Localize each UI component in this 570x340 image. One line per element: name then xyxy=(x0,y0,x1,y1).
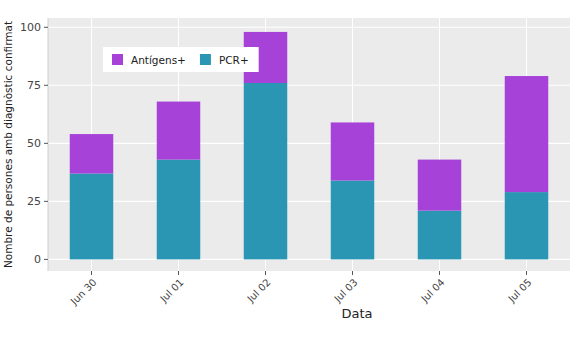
x-tick xyxy=(352,271,353,275)
bar-segment xyxy=(418,211,462,260)
y-grid-line xyxy=(48,27,570,28)
x-tick-label: Jul 04 xyxy=(418,277,446,305)
y-tick-label: 0 xyxy=(34,253,41,266)
y-tick-label: 50 xyxy=(27,137,41,150)
legend: Antígens+ PCR+ xyxy=(103,47,259,72)
bar-segment xyxy=(157,102,201,160)
bar-segment xyxy=(244,83,288,259)
x-tick xyxy=(91,271,92,275)
y-tick xyxy=(44,201,48,202)
x-tick-label: Jul 03 xyxy=(331,277,359,305)
plot-background xyxy=(48,18,570,271)
y-axis-line xyxy=(48,18,49,271)
bar-segment xyxy=(157,160,201,260)
y-tick-label: 75 xyxy=(27,79,41,92)
y-axis-title: Nombre de persones amb diagnòstic confir… xyxy=(2,21,14,268)
bar-segment xyxy=(418,160,462,211)
bar-segment xyxy=(70,134,114,173)
y-tick xyxy=(44,143,48,144)
bar-segment xyxy=(505,192,549,259)
y-grid-line xyxy=(48,85,570,86)
x-tick-label: Jun 30 xyxy=(68,277,99,308)
y-tick-label: 25 xyxy=(27,195,41,208)
bar-segment xyxy=(331,122,375,180)
x-axis-title: Data xyxy=(341,306,372,321)
y-tick-label: 100 xyxy=(20,21,41,34)
legend-box xyxy=(103,47,259,72)
x-tick-label: Jul 01 xyxy=(157,277,185,305)
y-grid-line xyxy=(48,259,570,260)
x-tick xyxy=(526,271,527,275)
y-grid-line xyxy=(48,143,570,144)
y-tick xyxy=(44,259,48,260)
x-tick-label: Jul 02 xyxy=(244,277,272,305)
legend-label: PCR+ xyxy=(219,54,249,66)
chart-root: 0 25 50 75 100 Jun 30 Jul 01 Jul 02 Jul 03 Jul 04… xyxy=(0,0,570,340)
y-grid-line xyxy=(48,201,570,202)
bar-segment xyxy=(70,174,114,260)
x-tick xyxy=(178,271,179,275)
legend-label: Antígens+ xyxy=(131,54,186,66)
x-tick-label: Jul 05 xyxy=(505,277,533,305)
bar-segment xyxy=(331,180,375,259)
legend-swatch xyxy=(200,54,211,65)
bar-segment xyxy=(505,76,549,192)
bars xyxy=(70,32,549,259)
legend-swatch xyxy=(112,54,123,65)
x-tick xyxy=(265,271,266,275)
chart-svg: 0 25 50 75 100 Jun 30 Jul 01 Jul 02 Jul 03 Jul 04… xyxy=(0,0,570,340)
y-tick xyxy=(44,27,48,28)
y-tick xyxy=(44,85,48,86)
x-tick xyxy=(439,271,440,275)
